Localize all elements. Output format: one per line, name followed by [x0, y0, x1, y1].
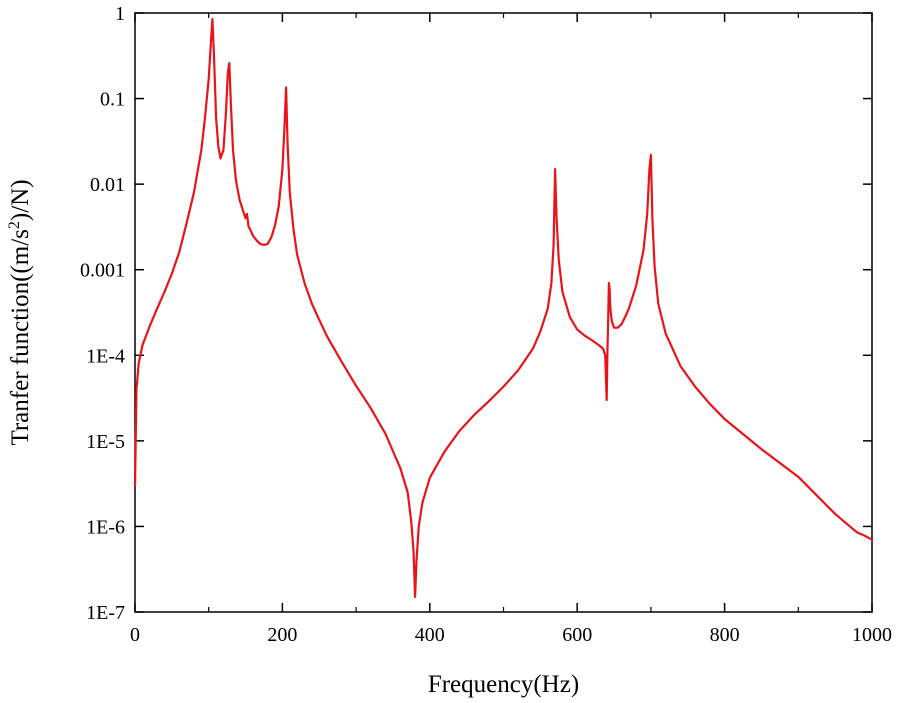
y-axis-title-prefix: Tranfer function((m/s	[7, 229, 34, 445]
x-axis-ticks: 0 200 400 600 800 1000	[130, 13, 892, 646]
x-tick-label: 400	[415, 624, 445, 646]
series-layer	[133, 17, 874, 599]
y-tick-label: 1	[115, 3, 125, 25]
y-axis-title-suffix: )/N)	[7, 179, 34, 221]
y-axis-title: Tranfer function((m/s2)/N)	[6, 179, 34, 445]
series-line	[133, 17, 874, 599]
y-tick-label: 1E-7	[86, 602, 125, 624]
y-tick-label: 0.001	[80, 260, 125, 282]
y-tick-label: 0.01	[90, 174, 125, 196]
y-tick-label: 1E-5	[86, 431, 125, 453]
x-tick-label: 800	[710, 624, 740, 646]
x-tick-label: 200	[267, 624, 297, 646]
x-tick-label: 0	[130, 624, 140, 646]
x-tick-label: 600	[562, 624, 592, 646]
y-axis-ticks: 1E-7 1E-6 1E-5 1E-4 0.001 0.01 0.1 1	[80, 3, 872, 624]
y-tick-label: 0.1	[100, 89, 125, 111]
y-tick-label: 1E-4	[86, 345, 125, 367]
plot-frame	[134, 12, 873, 613]
y-axis-title-superscript: 2	[6, 221, 23, 229]
x-axis-title: Frequency(Hz)	[428, 671, 579, 698]
y-tick-label: 1E-6	[86, 516, 125, 538]
x-tick-label: 1000	[852, 624, 892, 646]
